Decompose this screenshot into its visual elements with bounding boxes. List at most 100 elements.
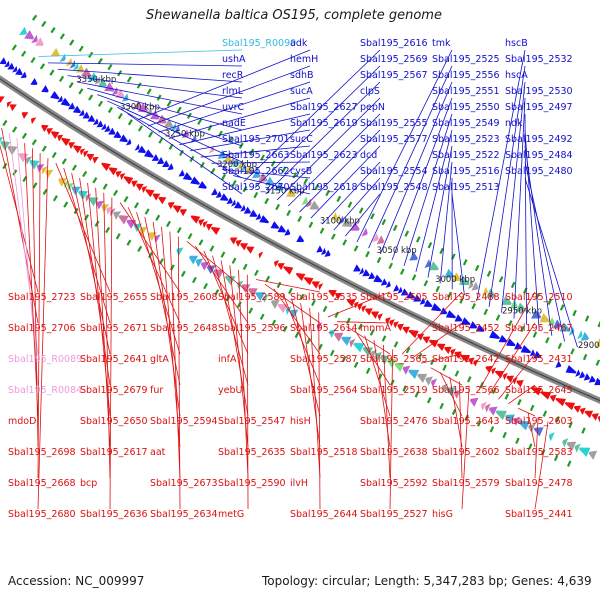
- gene-feature-arrow: [41, 85, 49, 93]
- label-leader-line: [368, 65, 453, 249]
- gene-label: Sbal195_2569: [360, 54, 428, 65]
- scale-tick: [471, 303, 476, 310]
- scale-tick: [176, 226, 182, 234]
- gene-feature-arrow: [424, 259, 431, 269]
- label-leader-line: [158, 81, 311, 133]
- gene-feature-arrow: [458, 275, 470, 286]
- gene-label: bcp: [80, 478, 97, 489]
- gene-feature-arrow: [4, 60, 10, 68]
- gene-feature-arrow: [240, 204, 246, 212]
- scale-tick: [41, 20, 47, 28]
- label-leader-line: [67, 75, 243, 99]
- scale-tick: [146, 88, 152, 95]
- gene-feature-arrow: [86, 153, 95, 162]
- scale-tick: [319, 227, 325, 234]
- scale-tick: [102, 183, 108, 190]
- gene-feature-arrow: [60, 97, 71, 107]
- gene-feature-arrow: [19, 26, 27, 35]
- gene-feature-arrow: [273, 260, 280, 268]
- gene-feature-arrow: [234, 201, 242, 209]
- gene-feature-arrow: [211, 226, 221, 235]
- gene-feature-arrow: [78, 109, 85, 117]
- gene-label: Sbal195_2516: [432, 166, 500, 177]
- gene-feature-arrow: [120, 173, 126, 180]
- scale-tick: [451, 408, 457, 416]
- scale-tick: [78, 88, 84, 95]
- scale-tick: [294, 331, 300, 339]
- gene-label: Sbal195_2476: [360, 416, 428, 427]
- label-leader-line: [265, 81, 381, 195]
- gene-feature-arrow: [318, 283, 324, 291]
- label-leader-line: [243, 49, 381, 182]
- gene-feature-arrow: [506, 375, 515, 383]
- gene-feature-arrow: [21, 112, 29, 119]
- scale-tick: [144, 208, 150, 215]
- gene-feature-arrow: [505, 414, 515, 424]
- gene-feature-arrow: [594, 377, 600, 386]
- genome-summary-text: Topology: circular; Length: 5,347,283 bp…: [262, 574, 592, 588]
- gene-feature-arrow: [301, 196, 308, 206]
- gene-feature-arrow: [316, 322, 323, 332]
- gene-feature-arrow: [115, 170, 122, 178]
- scale-tick: [528, 443, 533, 450]
- gene-feature-arrow: [578, 371, 585, 379]
- gene-feature-arrow: [50, 47, 60, 57]
- map-title: Shewanella baltica OS195, complete genom…: [146, 8, 442, 23]
- scale-tick: [376, 256, 382, 264]
- gene-label: Sbal195_2589: [218, 292, 286, 303]
- gene-feature-arrow: [460, 354, 470, 363]
- label-leader-line: [524, 177, 578, 348]
- gene-label: Sbal195_2518: [290, 447, 358, 458]
- scale-tick: [567, 460, 572, 467]
- gene-feature-arrow: [46, 128, 54, 135]
- label-leader-line: [186, 240, 249, 293]
- scale-tick: [179, 149, 184, 157]
- scale-tick: [357, 323, 363, 330]
- gene-label: Sbal195_2592: [360, 478, 428, 489]
- gene-label: Sbal195_2535: [290, 292, 358, 303]
- label-leader-line: [77, 81, 243, 115]
- gene-feature-arrow: [7, 145, 18, 156]
- scale-tick: [559, 304, 565, 311]
- gene-label: infA: [218, 354, 237, 365]
- label-leader-line: [508, 384, 536, 405]
- gene-feature-arrow: [565, 365, 577, 374]
- gene-feature-arrow: [223, 153, 232, 163]
- scale-tick: [259, 313, 265, 320]
- label-leader-line: [476, 49, 526, 302]
- label-leader-line: [264, 283, 321, 324]
- gene-feature-arrow: [453, 389, 461, 399]
- gene-feature-arrow: [555, 360, 562, 368]
- gene-label: Sbal195_2650: [80, 416, 148, 427]
- label-leader-line: [37, 153, 41, 479]
- gene-label: Sbal195_2619: [290, 118, 358, 129]
- gene-feature-arrow: [454, 314, 463, 322]
- gene-feature-arrow: [182, 172, 193, 181]
- gene-label: hisG: [432, 509, 453, 520]
- gene-feature-arrow: [162, 160, 170, 167]
- gene-label: Sbal195_2602: [432, 447, 500, 458]
- gene-feature-arrow: [328, 289, 337, 298]
- gene-feature-arrow: [362, 347, 373, 357]
- label-leader-line: [107, 100, 243, 163]
- label-leader-line: [212, 255, 249, 386]
- label-leader-line: [430, 367, 463, 386]
- scale-tick: [148, 131, 154, 138]
- label-leader-line: [415, 129, 453, 272]
- gene-label: Sbal195_2623: [290, 150, 358, 161]
- gene-feature-arrow: [123, 176, 134, 185]
- scale-tick: [365, 367, 371, 374]
- gene-feature-arrow: [202, 221, 208, 229]
- label-leader-line: [195, 245, 249, 324]
- gene-feature-arrow: [59, 53, 66, 62]
- scale-tick: [347, 201, 353, 208]
- scale-tick: [69, 39, 75, 46]
- gene-feature-arrow: [564, 402, 576, 411]
- gene-label: metG: [218, 509, 244, 520]
- gene-label: Sbal195_2671: [80, 323, 148, 334]
- gene-feature-arrow: [485, 403, 491, 413]
- scale-tick: [231, 179, 237, 187]
- gene-feature-arrow: [549, 394, 557, 403]
- scale-tick: [491, 387, 497, 394]
- gene-feature-arrow: [258, 172, 268, 182]
